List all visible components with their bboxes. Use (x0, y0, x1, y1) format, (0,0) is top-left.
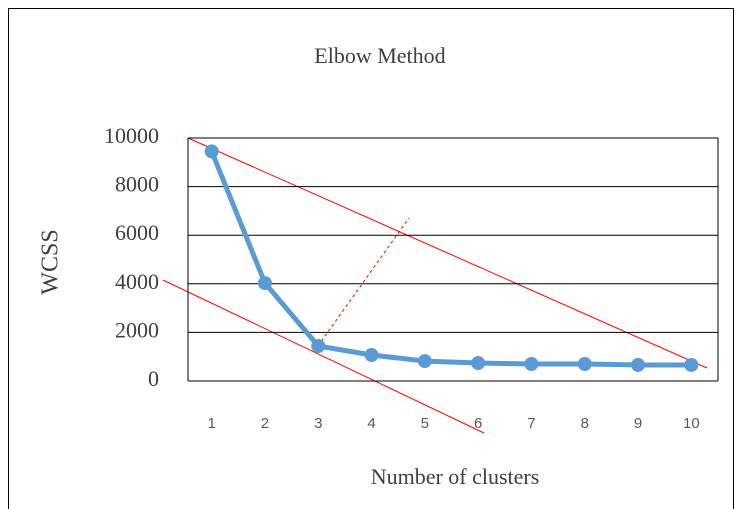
x-tick-label: 4 (367, 415, 375, 432)
y-axis-label: WCSS (38, 229, 64, 294)
x-tick-label: 10 (683, 415, 700, 432)
x-tick-label: 8 (581, 415, 589, 432)
series-line (212, 151, 692, 365)
y-tick-label: 8000 (115, 172, 159, 197)
data-point (578, 357, 592, 371)
y-tick-label: 0 (148, 366, 159, 391)
distance-line (318, 218, 409, 346)
data-point (365, 348, 379, 362)
chart-frame (9, 9, 734, 509)
page: Elbow Method Number of clusters WCSS 0 20… (0, 0, 742, 509)
y-tick-label: 6000 (115, 220, 159, 245)
x-tick-label: 7 (527, 415, 535, 432)
reference-line (188, 138, 707, 368)
y-tick-label: 4000 (115, 269, 159, 294)
x-tick-label: 1 (207, 415, 215, 432)
x-tick-label: 2 (261, 415, 269, 432)
x-tick-label: 5 (421, 415, 429, 432)
data-point (418, 354, 432, 368)
data-point (311, 339, 325, 353)
data-point (205, 144, 219, 158)
chart: Elbow Method Number of clusters WCSS 0 20… (0, 0, 742, 509)
x-axis-label: Number of clusters (371, 464, 540, 489)
x-tick-label: 6 (474, 415, 482, 432)
data-point (524, 357, 538, 371)
tangent-line (163, 280, 484, 433)
y-tick-label: 2000 (115, 317, 159, 342)
data-point (258, 276, 272, 290)
chart-title: Elbow Method (314, 43, 445, 68)
x-tick-label: 3 (314, 415, 322, 432)
data-point (684, 358, 698, 372)
y-tick-label: 10000 (104, 123, 159, 148)
data-point (471, 356, 485, 370)
data-point (631, 358, 645, 372)
x-tick-label: 9 (634, 415, 642, 432)
